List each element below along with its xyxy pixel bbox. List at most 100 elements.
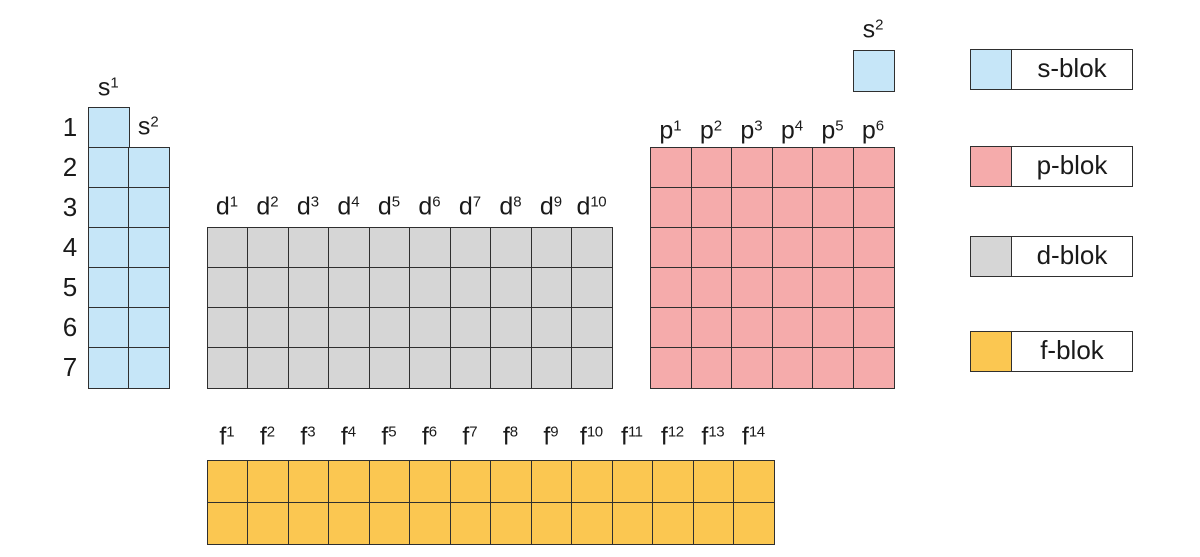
f-block-cell xyxy=(692,460,735,503)
d-block-cell xyxy=(530,267,573,309)
p-block-cell xyxy=(852,187,895,229)
f-block-cell xyxy=(733,501,775,545)
period-row-label-3: 3 xyxy=(62,192,78,222)
f-column-label: f14 xyxy=(741,422,765,451)
f-column-label: f4 xyxy=(340,422,356,451)
s-block-cell xyxy=(128,187,170,229)
p-block-cell xyxy=(852,347,895,389)
p-block-cell xyxy=(650,187,692,229)
d-block-cell xyxy=(328,347,370,389)
d-column-label: d4 xyxy=(337,192,360,221)
d-block-cell xyxy=(490,347,532,389)
d-block-cell xyxy=(571,227,613,269)
p-block-cell xyxy=(731,307,773,349)
f-column-label: f11 xyxy=(620,422,643,451)
p-block-cell xyxy=(650,347,692,389)
p-block-cell xyxy=(812,147,854,189)
f-block-cell xyxy=(571,460,613,503)
f-block-cell xyxy=(287,501,330,545)
p-block-cell xyxy=(812,227,854,269)
d-block-cell xyxy=(206,347,249,389)
f-column-label: f6 xyxy=(421,422,437,451)
p-column-label: p5 xyxy=(821,116,844,145)
d-block-cell xyxy=(490,267,532,309)
d-block-cell xyxy=(328,227,370,269)
f-block-cell xyxy=(368,501,411,545)
p-block-cell xyxy=(650,147,692,189)
p-block-cell xyxy=(771,147,814,189)
f-column-label: f8 xyxy=(502,422,518,451)
f-block-cell xyxy=(247,460,289,503)
p-block-cell xyxy=(812,267,854,309)
f-block-cell xyxy=(409,460,451,503)
p-block-cell xyxy=(650,227,692,269)
p-block-cell xyxy=(771,267,814,309)
f-block-cell xyxy=(611,460,654,503)
f-column-label: f3 xyxy=(300,422,316,451)
f-block-cell xyxy=(652,460,694,503)
d-block-cell xyxy=(530,227,573,269)
p-block-cell xyxy=(690,347,733,389)
s1-column-label: s1 xyxy=(97,73,119,102)
f-block-cell xyxy=(530,501,573,545)
p-column-label: p6 xyxy=(861,116,884,145)
legend-label-s-block: s-blok xyxy=(1037,53,1107,83)
s-block-cell xyxy=(88,107,130,149)
period-row-label-6: 6 xyxy=(62,312,78,342)
f-block-cell xyxy=(206,501,249,545)
f-block-cell xyxy=(449,501,492,545)
period-row-label-4: 4 xyxy=(62,232,78,262)
d-block-cell xyxy=(368,347,411,389)
s-block-cell xyxy=(88,147,130,189)
d-column-label: d6 xyxy=(418,192,441,221)
s2-column-label: s2 xyxy=(137,112,159,141)
s-block-cell xyxy=(88,187,130,229)
d-column-label: d2 xyxy=(256,192,279,221)
f-column-label: f9 xyxy=(543,422,559,451)
s-block-cell xyxy=(128,227,170,269)
d-block-cell xyxy=(409,227,451,269)
p-block-cell xyxy=(731,187,773,229)
f-block-cell xyxy=(368,460,411,503)
d-block-cell xyxy=(287,307,330,349)
p-block-cell xyxy=(731,267,773,309)
d-block-cell xyxy=(530,307,573,349)
d-column-label: d9 xyxy=(539,192,562,221)
legend-item-s-block: s-blok xyxy=(970,49,1133,90)
s-block-cell xyxy=(128,347,170,389)
d-block-cell xyxy=(287,267,330,309)
d-block-cell xyxy=(368,267,411,309)
f-block-cell xyxy=(692,501,735,545)
period-row-label-2: 2 xyxy=(62,152,78,182)
legend-item-f-block: f-blok xyxy=(970,331,1133,372)
legend-label-f-block: f-blok xyxy=(1040,335,1104,365)
d-block-cell xyxy=(571,267,613,309)
f-block-cell xyxy=(328,460,370,503)
d-block-cell xyxy=(328,307,370,349)
s-block-cell xyxy=(128,307,170,349)
d-block-cell xyxy=(328,267,370,309)
f-column-label: f5 xyxy=(381,422,397,451)
d-block-cell xyxy=(449,307,492,349)
legend-label-d-block: d-blok xyxy=(1036,240,1108,270)
p-block-cell xyxy=(852,147,895,189)
f-block-cell xyxy=(611,501,654,545)
d-column-label: d5 xyxy=(377,192,400,221)
d-block-color-swatch xyxy=(971,237,1012,276)
f-block-color-swatch xyxy=(971,332,1012,371)
p-column-label: p3 xyxy=(740,116,763,145)
d-block-cell xyxy=(490,307,532,349)
d-block-cell xyxy=(449,267,492,309)
legend-item-d-block: d-blok xyxy=(970,236,1133,277)
legend-label-p-block: p-blok xyxy=(1036,150,1108,180)
d-block-cell xyxy=(409,307,451,349)
d-block-cell xyxy=(530,347,573,389)
d-block-cell xyxy=(449,227,492,269)
d-block-cell xyxy=(247,267,289,309)
d-block-cell xyxy=(409,347,451,389)
d-block-cell xyxy=(409,267,451,309)
period-row-label-7: 7 xyxy=(62,352,78,382)
legend-item-p-block: p-blok xyxy=(970,146,1133,187)
d-block-cell xyxy=(368,307,411,349)
